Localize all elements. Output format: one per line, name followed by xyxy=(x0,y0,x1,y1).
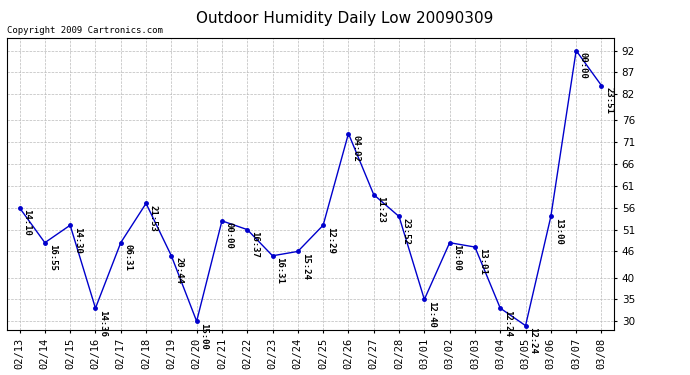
Text: Outdoor Humidity Daily Low 20090309: Outdoor Humidity Daily Low 20090309 xyxy=(197,11,493,26)
Text: 11:23: 11:23 xyxy=(377,196,386,223)
Text: 04:02: 04:02 xyxy=(351,135,360,162)
Text: 13:01: 13:01 xyxy=(477,249,486,275)
Text: 16:37: 16:37 xyxy=(250,231,259,258)
Text: 20:44: 20:44 xyxy=(174,257,183,284)
Text: 12:40: 12:40 xyxy=(427,301,436,328)
Text: 14:30: 14:30 xyxy=(73,226,82,254)
Text: 23:52: 23:52 xyxy=(402,218,411,245)
Text: 00:00: 00:00 xyxy=(579,52,588,79)
Text: 16:00: 16:00 xyxy=(453,244,462,271)
Text: 21:53: 21:53 xyxy=(149,205,158,232)
Text: 00:00: 00:00 xyxy=(225,222,234,249)
Text: 13:00: 13:00 xyxy=(553,218,562,245)
Text: 16:31: 16:31 xyxy=(275,257,284,284)
Text: 12:24: 12:24 xyxy=(503,309,512,336)
Text: 14:10: 14:10 xyxy=(22,209,31,236)
Text: 15:24: 15:24 xyxy=(301,253,310,280)
Text: 15:00: 15:00 xyxy=(199,322,208,350)
Text: 23:51: 23:51 xyxy=(604,87,613,114)
Text: Copyright 2009 Cartronics.com: Copyright 2009 Cartronics.com xyxy=(7,26,163,34)
Text: 16:55: 16:55 xyxy=(48,244,57,271)
Text: 14:36: 14:36 xyxy=(98,309,107,336)
Text: 12:29: 12:29 xyxy=(326,226,335,254)
Text: 12:24: 12:24 xyxy=(529,327,538,354)
Text: 06:31: 06:31 xyxy=(124,244,132,271)
